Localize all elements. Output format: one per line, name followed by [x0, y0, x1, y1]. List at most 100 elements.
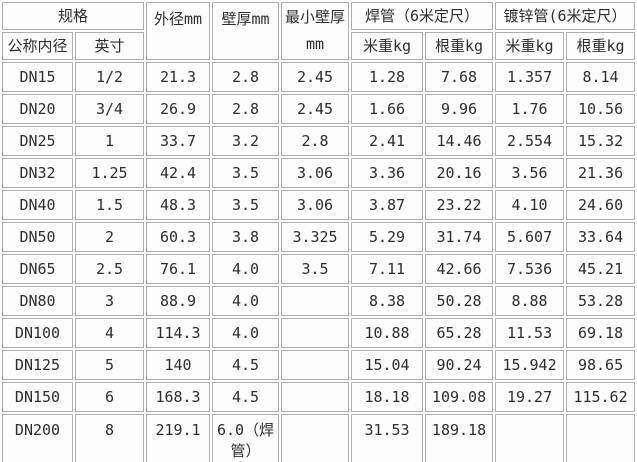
cell-dn100-col6: 65.28 [425, 318, 494, 348]
cell-dn200-col5: 31.53 [351, 414, 424, 462]
cell-dn25-col8: 15.32 [566, 126, 636, 156]
cell-dn100-col3: 4.0 [212, 318, 280, 348]
cell-dn20-col0: DN20 [2, 94, 73, 124]
cell-dn20-col3: 2.8 [212, 94, 280, 124]
cell-dn15-col7: 1.357 [495, 62, 565, 92]
cell-dn40-col0: DN40 [2, 190, 73, 220]
cell-dn65-col7: 7.536 [495, 254, 565, 284]
cell-dn50-col2: 60.3 [146, 222, 211, 252]
cell-dn125-col2: 140 [146, 350, 211, 380]
cell-dn40-col2: 48.3 [146, 190, 211, 220]
cell-dn20-col2: 26.9 [146, 94, 211, 124]
cell-dn40-col1: 1.5 [75, 190, 145, 220]
cell-dn80-col6: 50.28 [425, 286, 494, 316]
cell-dn50-col1: 2 [75, 222, 145, 252]
header-welded-meter-weight: 米重kg [351, 32, 424, 60]
cell-dn32-col2: 42.4 [146, 158, 211, 188]
cell-dn65-col5: 7.11 [351, 254, 424, 284]
cell-dn65-col0: DN65 [2, 254, 73, 284]
cell-dn200-col1: 8 [75, 414, 145, 462]
cell-dn32-col1: 1.25 [75, 158, 145, 188]
cell-dn50-col0: DN50 [2, 222, 73, 252]
cell-dn32-col7: 3.56 [495, 158, 565, 188]
cell-dn150-col1: 6 [75, 382, 145, 412]
header-min-wall-thickness-label: 最小壁厚 [285, 8, 346, 26]
cell-dn50-col8: 33.64 [566, 222, 636, 252]
table-row-dn125: DN125 5 140 4.5 15.04 90.24 15.942 98.65 [2, 350, 636, 380]
header-welded-pipe: 焊管（6米定尺） [351, 2, 494, 30]
cell-dn125-col0: DN125 [2, 350, 73, 380]
cell-dn25-col3: 3.2 [212, 126, 280, 156]
cell-dn200-col4 [281, 414, 350, 462]
cell-dn150-col6: 109.08 [425, 382, 494, 412]
header-nominal-inner-diameter: 公称内径 [2, 32, 73, 60]
cell-dn25-col5: 2.41 [351, 126, 424, 156]
cell-dn150-col3: 4.5 [212, 382, 280, 412]
cell-dn150-col2: 168.3 [146, 382, 211, 412]
cell-dn25-col0: DN25 [2, 126, 73, 156]
header-galvanized-piece-weight: 根重kg [566, 32, 636, 60]
table-row-dn50: DN50 2 60.3 3.8 3.325 5.29 31.74 5.607 33.64 [2, 222, 636, 252]
cell-dn100-col5: 10.88 [351, 318, 424, 348]
cell-dn100-col0: DN100 [2, 318, 73, 348]
cell-dn200-col2: 219.1 [146, 414, 211, 462]
header-inch: 英寸 [75, 32, 145, 60]
cell-dn15-col5: 1.28 [351, 62, 424, 92]
cell-dn80-col4 [281, 286, 350, 316]
cell-dn65-col1: 2.5 [75, 254, 145, 284]
table-body: DN15 1/2 21.3 2.8 2.45 1.28 7.68 1.357 8.14 DN20 3… [2, 62, 636, 462]
cell-dn25-col1: 1 [75, 126, 145, 156]
cell-dn20-col6: 9.96 [425, 94, 494, 124]
cell-dn50-col3: 3.8 [212, 222, 280, 252]
cell-dn20-col4: 2.45 [281, 94, 350, 124]
cell-dn25-col7: 2.554 [495, 126, 565, 156]
cell-dn100-col7: 11.53 [495, 318, 565, 348]
table-row-dn80: DN80 3 88.9 4.0 8.38 50.28 8.88 53.28 [2, 286, 636, 316]
table-row-dn150: DN150 6 168.3 4.5 18.18 109.08 19.27 115.62 [2, 382, 636, 412]
cell-dn125-col5: 15.04 [351, 350, 424, 380]
table-header: 规格 外径mm 壁厚mm 最小壁厚 mm 焊管（6米定尺） 镀锌管(6米定尺） … [2, 2, 636, 60]
cell-dn125-col7: 15.942 [495, 350, 565, 380]
cell-dn125-col4 [281, 350, 350, 380]
cell-dn32-col5: 3.36 [351, 158, 424, 188]
cell-dn40-col3: 3.5 [212, 190, 280, 220]
cell-dn15-col4: 2.45 [281, 62, 350, 92]
cell-dn150-col8: 115.62 [566, 382, 636, 412]
cell-dn15-col6: 7.68 [425, 62, 494, 92]
cell-dn100-col8: 69.18 [566, 318, 636, 348]
header-galvanized-pipe: 镀锌管(6米定尺） [495, 2, 636, 30]
cell-dn50-col4: 3.325 [281, 222, 350, 252]
cell-dn80-col8: 53.28 [566, 286, 636, 316]
cell-dn100-col2: 114.3 [146, 318, 211, 348]
table-row-dn15: DN15 1/2 21.3 2.8 2.45 1.28 7.68 1.357 8.14 [2, 62, 636, 92]
table-row-dn25: DN25 1 33.7 3.2 2.8 2.41 14.46 2.554 15.32 [2, 126, 636, 156]
cell-dn150-col7: 19.27 [495, 382, 565, 412]
cell-dn80-col2: 88.9 [146, 286, 211, 316]
cell-dn40-col7: 4.10 [495, 190, 565, 220]
cell-dn20-col5: 1.66 [351, 94, 424, 124]
cell-dn20-col8: 10.56 [566, 94, 636, 124]
cell-dn150-col0: DN150 [2, 382, 73, 412]
header-galvanized-meter-weight: 米重kg [495, 32, 565, 60]
cell-dn200-col0: DN200 [2, 414, 73, 462]
cell-dn200-col3: 6.0（焊管） [212, 414, 280, 462]
header-row-1: 规格 外径mm 壁厚mm 最小壁厚 mm 焊管（6米定尺） 镀锌管(6米定尺） [2, 2, 636, 60]
header-min-wall-thickness: 最小壁厚 mm [281, 2, 350, 60]
cell-dn65-col3: 4.0 [212, 254, 280, 284]
cell-dn25-col2: 33.7 [146, 126, 211, 156]
cell-dn25-col4: 2.8 [281, 126, 350, 156]
cell-dn80-col3: 4.0 [212, 286, 280, 316]
table-row-dn32: DN32 1.25 42.4 3.5 3.06 3.36 20.16 3.56 21.36 [2, 158, 636, 188]
cell-dn125-col6: 90.24 [425, 350, 494, 380]
table-row-dn200: DN200 8 219.1 6.0（焊管） 31.53 189.18 [2, 414, 636, 462]
header-wall-thickness: 壁厚mm [212, 2, 280, 60]
cell-dn15-col2: 21.3 [146, 62, 211, 92]
table-row-dn20: DN20 3/4 26.9 2.8 2.45 1.66 9.96 1.76 10.56 [2, 94, 636, 124]
header-min-wall-thickness-unit: mm [305, 35, 325, 53]
table-row-dn100: DN100 4 114.3 4.0 10.88 65.28 11.53 69.18 [2, 318, 636, 348]
cell-dn80-col5: 8.38 [351, 286, 424, 316]
cell-dn80-col7: 8.88 [495, 286, 565, 316]
cell-dn15-col8: 8.14 [566, 62, 636, 92]
